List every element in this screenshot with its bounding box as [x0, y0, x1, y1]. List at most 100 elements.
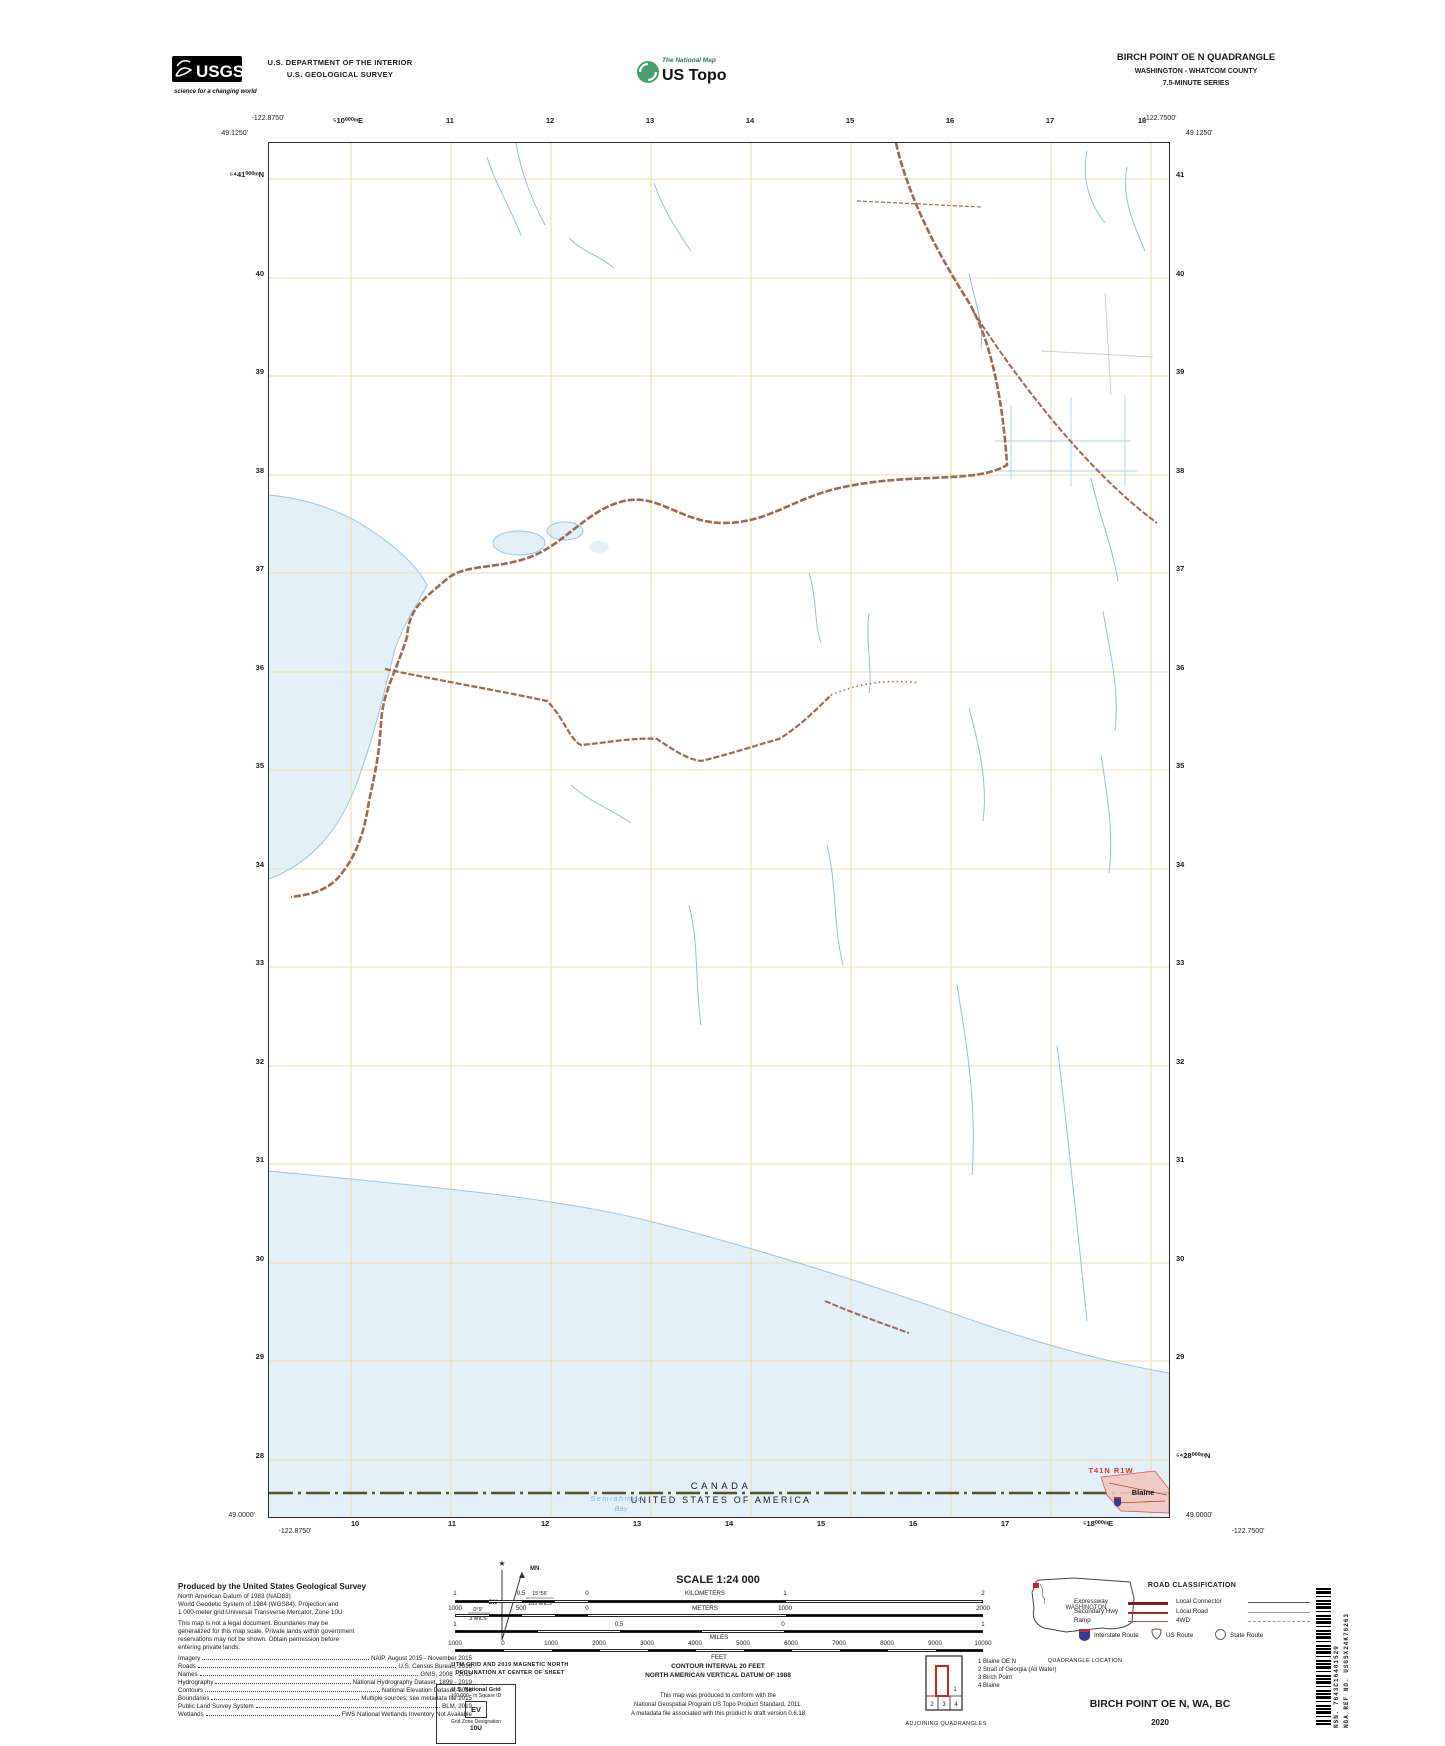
semiahmoo-bay-water: [269, 495, 427, 879]
conformance-line-2: A metadata file associated with this pro…: [630, 1711, 806, 1717]
coord-bottom-left-lon: -122.8750': [278, 1528, 312, 1535]
grid-label-right-8: 33: [1176, 958, 1185, 967]
credit-label: Wetlands: [178, 1711, 204, 1718]
stream: [1090, 477, 1119, 582]
stream: [826, 844, 844, 966]
grid-label-top-2: 12: [545, 116, 555, 125]
m-label-4: 1000: [778, 1605, 792, 1612]
dotted-leader: [255, 1707, 441, 1708]
miles-caption: MILES: [709, 1634, 729, 1641]
km-label-1: 0.5: [516, 1590, 526, 1597]
interstate-shield-band: [1079, 1629, 1090, 1632]
km-label-4: 1: [783, 1590, 787, 1597]
credit-value: BLM, 2019: [442, 1703, 472, 1710]
map-neatline: CANADA UNITED STATES OF AMERICA Semiahmo…: [268, 142, 1170, 1518]
grid-label-bottom-4: 14: [724, 1519, 734, 1528]
grid-label-bottom-7: 17: [1000, 1519, 1010, 1528]
ramp-line-sample: [1128, 1621, 1168, 1622]
grid-label-bottom-5: 15: [816, 1519, 826, 1528]
puget-sound-lines: [1039, 1583, 1046, 1605]
barcode-nga-ref: NGA REF NO. USGSX24K76263: [1343, 1612, 1350, 1728]
state-route-label: State Route: [1230, 1632, 1264, 1639]
disclaimer-line-0: This map is not a legal document. Bounda…: [178, 1620, 329, 1627]
credit-value: U.S. Census Bureau, 2016: [398, 1663, 472, 1670]
km-label-0: 1: [453, 1590, 457, 1597]
strait-of-georgia-water: [269, 1171, 1169, 1517]
grid-label-top-8: 18: [1137, 116, 1147, 125]
gn-mils: 3 MILS: [469, 1616, 487, 1622]
mn-angle: 15°56': [532, 1591, 548, 1597]
grid-label-right-3: 38: [1176, 466, 1185, 475]
credit-label: Public Land Survey System: [178, 1703, 254, 1710]
stream: [1084, 150, 1106, 224]
coord-top-left-lon: -122.8750': [251, 115, 285, 122]
boundary-label-usa: UNITED STATES OF AMERICA: [631, 1495, 811, 1505]
stream: [968, 707, 985, 822]
grid-label-left-11: 30: [255, 1254, 264, 1263]
credit-row-5: Boundaries Multiple sources; see metadata…: [178, 1695, 472, 1703]
canal-ditches: [995, 395, 1137, 487]
feet-caption: FEET: [711, 1654, 727, 1661]
grid-label-left-10: 31: [255, 1155, 264, 1164]
grid-label-top-1: 11: [446, 116, 454, 125]
railroad-branch: [972, 310, 1158, 524]
vertical-datum: NORTH AMERICAN VERTICAL DATUM OF 1988: [645, 1672, 791, 1679]
ft-label-2: 1000: [544, 1640, 558, 1647]
trail-dotted: [830, 680, 920, 696]
datum-lines: North American Datum of 1983 (NAD83) Worl…: [178, 1593, 472, 1617]
interstate-shield-body: [1079, 1632, 1090, 1641]
credit-label: Roads: [178, 1663, 196, 1670]
mi-label-1: 0.5: [614, 1621, 624, 1628]
boundary-label-canada: CANADA: [691, 1481, 752, 1492]
scalebar-miles: [455, 1630, 983, 1633]
pond-outline: [492, 530, 546, 556]
dotted-leader: [202, 1659, 369, 1660]
expressway-line-sample: [1128, 1602, 1168, 1605]
grid-label-left-7: 34: [255, 860, 264, 869]
ft-label-4: 3000: [640, 1640, 654, 1647]
declination-diagram: ★ MN GN 0°9' 3 MILS 15°56' 283 MILS: [468, 1559, 554, 1641]
grid-label-right-6: 35: [1176, 761, 1185, 770]
road-row-local-connector: Local Connector: [1176, 1598, 1222, 1605]
city-label-blaine: Blaine: [1132, 1488, 1155, 1497]
credit-value: Multiple sources; see metadata file 2015: [361, 1695, 472, 1702]
local-road-line-sample: [1248, 1612, 1310, 1613]
grid-label-left-13: 28: [255, 1451, 264, 1460]
usng-square-id: EV: [465, 1701, 487, 1718]
km-label-3: KILOMETERS: [685, 1590, 725, 1597]
magnetic-north-line: [501, 1571, 523, 1641]
coord-top-left-lat: 49.1250': [221, 130, 248, 137]
coord-top-right-lon: -122.7500': [1143, 115, 1177, 122]
grid-label-left-9: 32: [255, 1057, 264, 1066]
grid-label-bottom-2: 12: [540, 1519, 550, 1528]
conformance-note: This map was produced to conform with th…: [568, 1692, 868, 1719]
stream: [867, 612, 871, 694]
ft-label-9: 8000: [880, 1640, 894, 1647]
railroad-coast-segment: [824, 1300, 910, 1334]
harbor-pond: [493, 531, 545, 555]
state-label: WASHINGTON: [1065, 1605, 1106, 1611]
interstate-shield-icon: [1079, 1629, 1090, 1641]
fourwd-line-sample: [1248, 1621, 1310, 1622]
barcode-nsn: NSN. 7643C16401529: [1333, 1645, 1340, 1728]
stream: [515, 142, 546, 226]
harbor-pond: [547, 522, 583, 540]
us-route-shield-icon: [1151, 1628, 1162, 1640]
km-label-5: 2: [981, 1590, 985, 1597]
stream: [808, 572, 822, 644]
ft-label-10: 9000: [928, 1640, 942, 1647]
stream: [1125, 166, 1146, 252]
produced-title: Produced by the United States Geological…: [178, 1582, 367, 1591]
credit-label: Hydrography: [178, 1679, 214, 1686]
grid-label-top-4: 14: [745, 116, 755, 125]
road-classification-title: ROAD CLASSIFICATION: [1147, 1582, 1237, 1589]
conformance-line-1: National Geospatial Program US Topo Prod…: [634, 1702, 802, 1708]
grid-label-left-8: 33: [255, 958, 264, 967]
mi-label-0: 1: [453, 1621, 457, 1628]
us-shield-outline: [1151, 1628, 1162, 1640]
credit-row-6: Public Land Survey System BLM, 2019: [178, 1703, 472, 1711]
map-canvas: CANADA UNITED STATES OF AMERICA Semiahmo…: [268, 142, 1170, 1517]
usng-subtitle: 100,000 - m Square ID: [450, 1693, 502, 1699]
grid-label-bottom-8: ⁵18⁰⁰⁰ᵐE: [1082, 1519, 1114, 1528]
